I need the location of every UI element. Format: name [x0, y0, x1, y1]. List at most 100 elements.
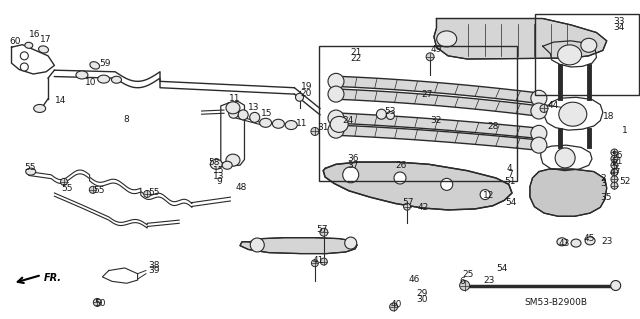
Text: 49: 49 [430, 45, 442, 54]
Text: 14: 14 [55, 96, 67, 105]
Text: 23: 23 [602, 237, 613, 246]
Text: 43: 43 [558, 239, 570, 248]
Ellipse shape [38, 46, 49, 53]
Text: 44: 44 [547, 101, 559, 110]
Ellipse shape [228, 108, 239, 118]
Text: 31: 31 [317, 123, 328, 132]
Ellipse shape [328, 122, 344, 138]
Ellipse shape [585, 237, 595, 245]
Ellipse shape [557, 45, 582, 65]
Text: 50: 50 [95, 299, 106, 308]
Polygon shape [530, 169, 607, 216]
Polygon shape [335, 125, 541, 150]
Text: 28: 28 [488, 122, 499, 131]
Circle shape [441, 178, 452, 190]
Circle shape [61, 178, 67, 185]
Text: 30: 30 [416, 295, 428, 304]
Text: 59: 59 [99, 59, 111, 68]
Text: 11: 11 [296, 119, 308, 128]
Text: 13: 13 [212, 172, 224, 181]
Circle shape [611, 149, 618, 156]
Text: 25: 25 [462, 271, 474, 279]
Text: 22: 22 [351, 54, 362, 63]
Ellipse shape [328, 110, 344, 126]
Ellipse shape [531, 125, 547, 141]
Text: 8: 8 [124, 115, 129, 124]
Ellipse shape [581, 38, 597, 52]
Text: 54: 54 [496, 264, 508, 273]
Text: 20: 20 [301, 89, 312, 98]
Ellipse shape [285, 121, 297, 130]
Circle shape [611, 162, 618, 169]
Text: 36: 36 [347, 154, 358, 163]
Text: 15: 15 [261, 109, 273, 118]
Circle shape [611, 176, 618, 183]
Circle shape [20, 63, 28, 71]
Text: 15: 15 [212, 166, 224, 175]
Circle shape [311, 127, 319, 136]
Text: 18: 18 [603, 112, 614, 121]
Circle shape [343, 167, 359, 183]
Ellipse shape [34, 104, 45, 113]
Text: 55: 55 [148, 189, 160, 197]
Ellipse shape [436, 31, 457, 47]
Ellipse shape [250, 112, 260, 122]
Polygon shape [335, 76, 541, 103]
Ellipse shape [376, 109, 387, 119]
Text: 40: 40 [390, 300, 402, 309]
Text: 42: 42 [417, 203, 429, 212]
Ellipse shape [531, 103, 547, 119]
Ellipse shape [222, 161, 232, 169]
Text: 56: 56 [611, 151, 623, 160]
Ellipse shape [98, 75, 109, 83]
Ellipse shape [328, 86, 344, 102]
Text: 47: 47 [609, 168, 621, 177]
Text: 13: 13 [248, 103, 260, 112]
Text: 17: 17 [40, 35, 51, 44]
Ellipse shape [611, 280, 621, 291]
Text: 24: 24 [342, 116, 354, 125]
Bar [319, 46, 517, 181]
Polygon shape [335, 113, 541, 138]
Circle shape [611, 155, 618, 162]
Ellipse shape [260, 118, 271, 127]
Text: 39: 39 [148, 266, 160, 275]
Text: 58: 58 [208, 158, 220, 167]
Ellipse shape [226, 102, 240, 114]
Circle shape [90, 186, 96, 193]
Text: 23: 23 [483, 276, 495, 285]
Text: 12: 12 [483, 191, 495, 200]
Ellipse shape [328, 73, 344, 89]
Text: 38: 38 [148, 261, 160, 270]
Text: 5: 5 [611, 162, 617, 171]
Text: 33: 33 [613, 17, 625, 26]
Ellipse shape [25, 42, 33, 48]
Circle shape [144, 190, 150, 197]
Circle shape [611, 169, 618, 176]
Text: 55: 55 [24, 163, 36, 172]
Circle shape [480, 189, 490, 200]
Text: 48: 48 [236, 183, 247, 192]
Circle shape [93, 298, 101, 307]
Polygon shape [323, 162, 512, 210]
Text: 9: 9 [216, 177, 222, 186]
Circle shape [394, 172, 406, 184]
Circle shape [460, 280, 470, 291]
Circle shape [404, 203, 410, 210]
Text: 54: 54 [506, 198, 517, 207]
Ellipse shape [250, 238, 264, 252]
Circle shape [611, 182, 618, 189]
Ellipse shape [555, 148, 575, 168]
Text: 19: 19 [301, 82, 312, 91]
Text: 6: 6 [460, 277, 465, 286]
Text: 52: 52 [620, 177, 631, 186]
Ellipse shape [557, 238, 567, 246]
Polygon shape [240, 238, 357, 254]
Text: 57: 57 [402, 198, 413, 207]
Ellipse shape [226, 154, 240, 166]
Ellipse shape [345, 237, 356, 249]
Circle shape [320, 228, 328, 236]
Text: 53: 53 [384, 107, 396, 115]
Circle shape [20, 52, 28, 60]
Ellipse shape [211, 159, 222, 169]
